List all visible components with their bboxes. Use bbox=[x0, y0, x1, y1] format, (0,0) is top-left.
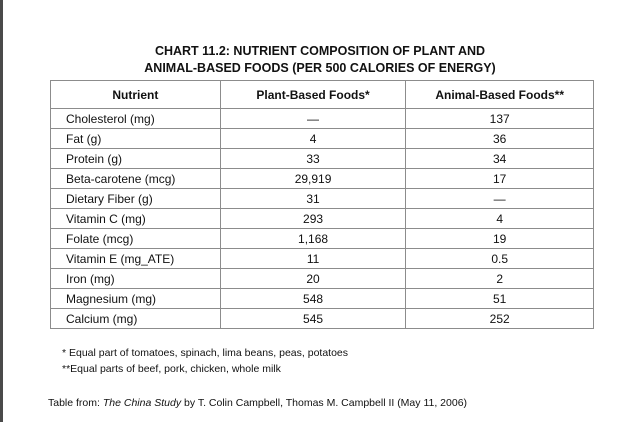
source-prefix: Table from: bbox=[48, 397, 103, 409]
animal-value: 51 bbox=[405, 288, 594, 309]
table-row: Calcium (mg) 545 252 bbox=[50, 308, 594, 329]
plant-value: 4 bbox=[219, 128, 407, 149]
table-row: Protein (g) 33 34 bbox=[50, 148, 594, 169]
table-row: Folate (mcg) 1,168 19 bbox=[50, 228, 594, 249]
animal-value: 252 bbox=[405, 308, 594, 329]
source-authors: by T. Colin Campbell, Thomas M. Campbell… bbox=[181, 397, 468, 409]
source-citation: Table from: The China Study by T. Colin … bbox=[48, 397, 467, 409]
nutrient-name: Calcium (mg) bbox=[50, 308, 221, 329]
animal-value: 17 bbox=[405, 168, 594, 189]
animal-value: 36 bbox=[405, 128, 594, 149]
plant-value: 33 bbox=[219, 148, 407, 169]
nutrient-name: Folate (mcg) bbox=[50, 228, 221, 249]
header-plant-based-foods: Plant-Based Foods* bbox=[219, 80, 407, 109]
chart-title: CHART 11.2: NUTRIENT COMPOSITION OF PLAN… bbox=[40, 43, 600, 77]
footnote-plant-based: * Equal part of tomatoes, spinach, lima … bbox=[62, 347, 349, 359]
plant-value: 293 bbox=[219, 208, 407, 229]
table-row: Dietary Fiber (g) 31 — bbox=[50, 188, 594, 209]
nutrient-name: Iron (mg) bbox=[50, 268, 221, 289]
table-row: Vitamin C (mg) 293 4 bbox=[50, 208, 594, 229]
nutrient-name: Vitamin C (mg) bbox=[50, 208, 221, 229]
header-nutrient: Nutrient bbox=[50, 80, 221, 109]
footnotes: * Equal part of tomatoes, spinach, lima … bbox=[62, 345, 348, 377]
animal-value: 34 bbox=[405, 148, 594, 169]
nutrient-name: Dietary Fiber (g) bbox=[50, 188, 221, 209]
header-animal-based-foods: Animal-Based Foods** bbox=[405, 80, 594, 109]
table-row: Vitamin E (mg_ATE) 11 0.5 bbox=[50, 248, 594, 269]
plant-value: 29,919 bbox=[219, 168, 407, 189]
animal-value: 0.5 bbox=[405, 248, 594, 269]
table-row: Beta-carotene (mcg) 29,919 17 bbox=[50, 168, 594, 189]
table-row: Fat (g) 4 36 bbox=[50, 128, 594, 149]
animal-value: — bbox=[405, 188, 594, 209]
nutrient-name: Beta-carotene (mcg) bbox=[50, 168, 221, 189]
table-header-row: Nutrient Plant-Based Foods* Animal-Based… bbox=[50, 80, 594, 109]
chart-title-line-2: ANIMAL-BASED FOODS (PER 500 CALORIES OF … bbox=[144, 61, 496, 75]
chart-title-line-1: CHART 11.2: NUTRIENT COMPOSITION OF PLAN… bbox=[154, 44, 486, 58]
nutrient-name: Vitamin E (mg_ATE) bbox=[50, 248, 221, 269]
page-left-border bbox=[0, 0, 3, 422]
plant-value: 545 bbox=[219, 308, 407, 329]
table-row: Cholesterol (mg) — 137 bbox=[50, 108, 594, 129]
footnote-animal-based: **Equal parts of beef, pork, chicken, wh… bbox=[62, 363, 281, 375]
plant-value: — bbox=[219, 108, 407, 129]
source-book-title: The China Study bbox=[102, 397, 182, 409]
nutrient-table: Nutrient Plant-Based Foods* Animal-Based… bbox=[50, 80, 594, 329]
table-row: Iron (mg) 20 2 bbox=[50, 268, 594, 289]
animal-value: 4 bbox=[405, 208, 594, 229]
animal-value: 2 bbox=[405, 268, 594, 289]
nutrient-name: Fat (g) bbox=[50, 128, 221, 149]
plant-value: 20 bbox=[219, 268, 407, 289]
nutrient-name: Magnesium (mg) bbox=[50, 288, 221, 309]
animal-value: 137 bbox=[405, 108, 594, 129]
plant-value: 31 bbox=[219, 188, 407, 209]
plant-value: 11 bbox=[219, 248, 407, 269]
table-row: Magnesium (mg) 548 51 bbox=[50, 288, 594, 309]
plant-value: 548 bbox=[219, 288, 407, 309]
animal-value: 19 bbox=[405, 228, 594, 249]
nutrient-name: Cholesterol (mg) bbox=[50, 108, 221, 129]
nutrient-name: Protein (g) bbox=[50, 148, 221, 169]
plant-value: 1,168 bbox=[219, 228, 407, 249]
